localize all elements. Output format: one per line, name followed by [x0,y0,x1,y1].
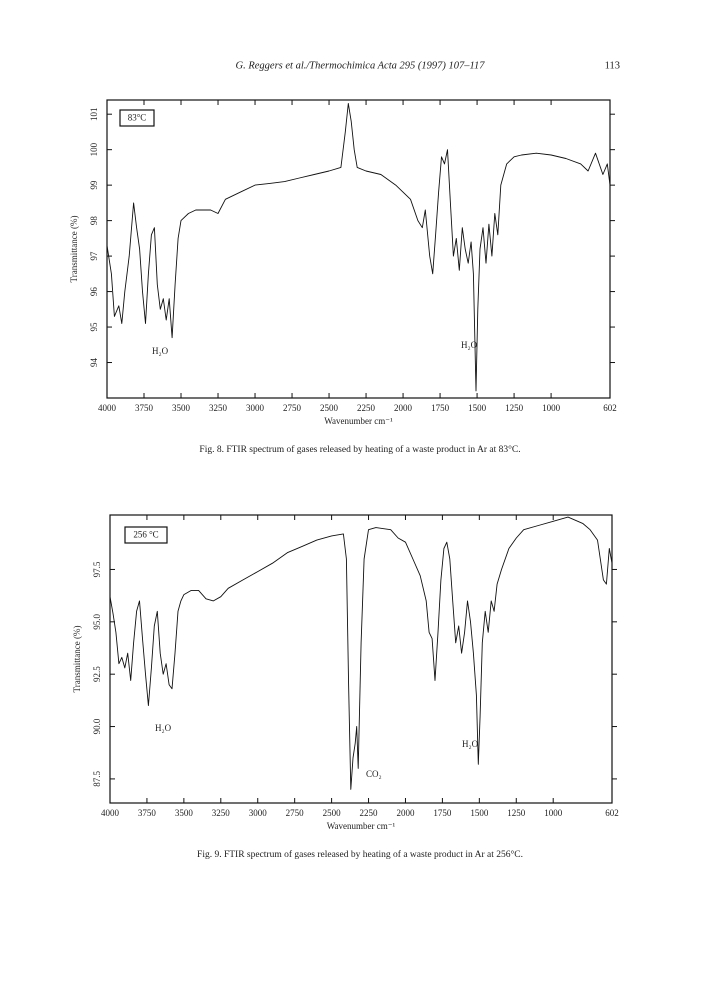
x-axis-label: Wavenumber cm⁻¹ [327,821,396,831]
x-tick-label: 2000 [394,403,413,413]
peak-annotation: H₂O [152,346,169,356]
x-tick-label: 1500 [468,403,487,413]
x-tick-label: 4000 [101,808,120,818]
y-tick-label: 95.0 [92,613,102,629]
x-tick-label: 3750 [135,403,154,413]
y-tick-label: 101 [89,107,99,121]
x-tick-label: 1750 [431,403,450,413]
x-tick-label: 1000 [542,403,561,413]
x-tick-label: 4000 [98,403,117,413]
page-number: 113 [605,60,620,71]
inset-box [124,526,168,544]
x-tick-label: 1250 [507,808,526,818]
y-tick-label: 95 [89,322,99,332]
y-axis-label: Transmittance (%) [69,216,79,283]
y-tick-label: 96 [89,287,99,297]
x-tick-label: 3500 [172,403,191,413]
x-tick-label: 1500 [470,808,489,818]
x-tick-label: 1000 [544,808,563,818]
running-title: G. Reggers et al./Thermochimica Acta 295… [236,60,486,71]
y-axis-label: Transmittance (%) [72,626,82,693]
y-tick-label: 99 [89,180,99,190]
figure-caption: Fig. 9. FTIR spectrum of gases released … [197,849,523,860]
y-tick-label: 94 [89,358,99,368]
x-tick-label: 2250 [357,403,376,413]
plot-frame [106,99,611,399]
x-tick-label: 2500 [320,403,339,413]
peak-annotation: H₂O [461,340,478,350]
x-tick-label: 3000 [249,808,268,818]
x-tick-label: 3500 [175,808,194,818]
y-tick-label: 92.5 [92,666,102,682]
x-tick-label: 2750 [283,403,302,413]
x-tick-label: 2500 [323,808,342,818]
x-tick-label: 1750 [433,808,452,818]
x-tick-label: 3750 [138,808,157,818]
x-tick-label: 2750 [286,808,305,818]
x-axis-label: Wavenumber cm⁻¹ [324,416,393,426]
peak-annotation: H₂O [155,723,172,733]
y-tick-label: 90.0 [92,718,102,734]
y-tick-label: 100 [89,142,99,156]
x-tick-label: 3000 [246,403,265,413]
x-tick-label: 3250 [212,808,231,818]
figure-caption: Fig. 8. FTIR spectrum of gases released … [199,444,520,455]
inset-label: 83°C [128,113,147,123]
y-tick-label: 97 [89,251,99,261]
x-tick-label: 2250 [360,808,379,818]
x-tick-label: 602 [605,808,619,818]
inset-label: 256 °C [133,530,158,540]
x-tick-label: 1250 [505,403,524,413]
x-tick-label: 2000 [396,808,415,818]
y-tick-label: 97.5 [92,561,102,577]
plot-frame [109,514,613,804]
spectrum-line [109,516,613,790]
inset-box [119,109,155,127]
y-tick-label: 87.5 [92,771,102,787]
peak-annotation: CO₂ [366,769,382,779]
x-tick-label: 3250 [209,403,228,413]
spectrum-line [106,103,611,392]
peak-annotation: H₂O [462,739,479,749]
y-tick-label: 98 [89,216,99,226]
x-tick-label: 602 [603,403,617,413]
